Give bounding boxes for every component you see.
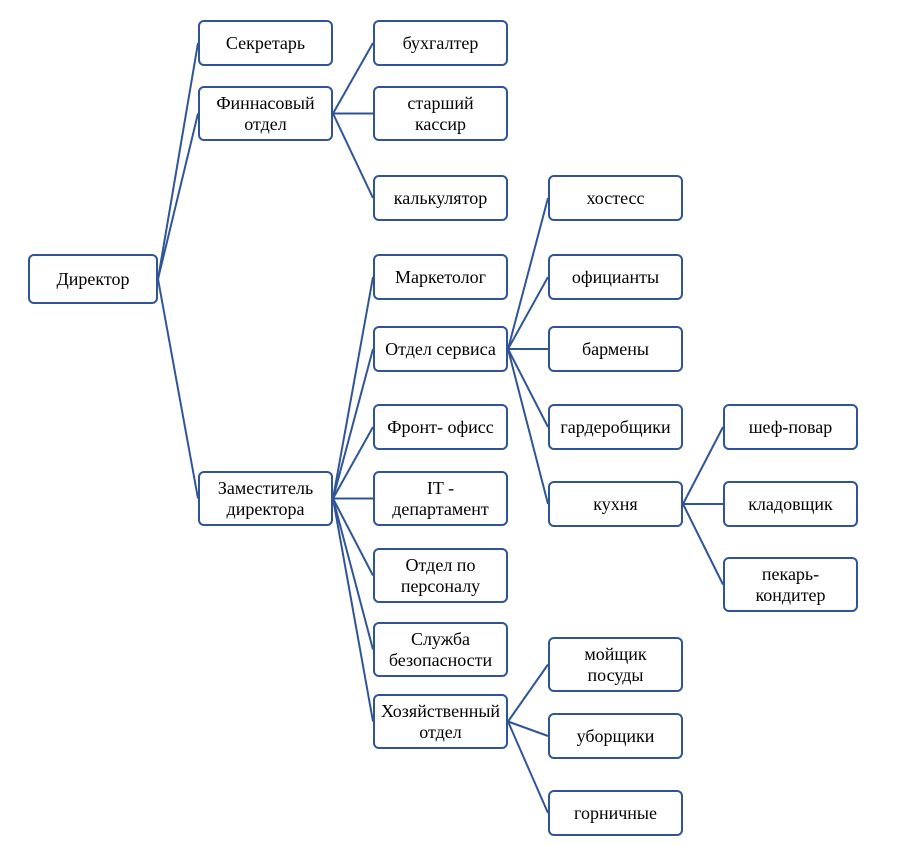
edge-kitchen-chef [683, 427, 723, 504]
node-marketer: Маркетолог [373, 254, 508, 300]
node-barmen: бармены [548, 326, 683, 372]
node-label-deputy: Заместитель директора [206, 478, 325, 519]
node-maids: горничные [548, 790, 683, 836]
node-dishwasher: мойщик посуды [548, 637, 683, 692]
node-calculator: калькулятор [373, 175, 508, 221]
edge-deputy-service [333, 349, 373, 499]
node-label-cleaners: уборщики [577, 726, 655, 747]
node-waiters: официанты [548, 254, 683, 300]
node-it: IT - департамент [373, 471, 508, 526]
node-label-hostess: хостесс [586, 188, 644, 209]
node-label-baker: пекарь-кондитер [731, 564, 850, 605]
node-label-accountant: бухгалтер [403, 33, 479, 54]
node-label-hr: Отдел по персоналу [381, 555, 500, 596]
node-director: Директор [28, 254, 158, 304]
node-label-kitchen: кухня [593, 494, 637, 515]
edge-service-hostess [508, 198, 548, 349]
edge-finance-accountant [333, 43, 373, 114]
node-deputy: Заместитель директора [198, 471, 333, 526]
node-label-service: Отдел сервиса [385, 339, 496, 360]
node-label-dishwasher: мойщик посуды [556, 644, 675, 685]
node-hr: Отдел по персоналу [373, 548, 508, 603]
edge-deputy-household [333, 499, 373, 722]
node-label-front: Фронт- офисс [387, 417, 494, 438]
edge-service-waiters [508, 277, 548, 349]
node-label-barmen: бармены [582, 339, 649, 360]
node-label-security: Служба безопасности [381, 629, 500, 670]
node-front: Фронт- офисс [373, 404, 508, 450]
node-baker: пекарь-кондитер [723, 557, 858, 612]
edge-kitchen-baker [683, 504, 723, 585]
node-label-marketer: Маркетолог [395, 267, 486, 288]
edge-deputy-hr [333, 499, 373, 576]
edge-service-wardrobe [508, 349, 548, 427]
node-finance: Финнасовый отдел [198, 86, 333, 141]
node-label-it: IT - департамент [381, 478, 500, 519]
node-accountant: бухгалтер [373, 20, 508, 66]
edge-household-dishwasher [508, 665, 548, 722]
edge-director-deputy [158, 279, 198, 499]
node-label-household: Хозяйственный отдел [381, 701, 500, 742]
node-household: Хозяйственный отдел [373, 694, 508, 749]
edge-director-finance [158, 114, 198, 280]
node-label-director: Директор [56, 269, 129, 290]
node-label-calculator: калькулятор [394, 188, 487, 209]
node-label-storekeeper: кладовщик [748, 494, 833, 515]
node-service: Отдел сервиса [373, 326, 508, 372]
node-secretary: Секретарь [198, 20, 333, 66]
node-label-finance: Финнасовый отдел [206, 93, 325, 134]
edge-director-secretary [158, 43, 198, 279]
edge-finance-calculator [333, 114, 373, 199]
node-label-secretary: Секретарь [226, 33, 305, 54]
node-security: Служба безопасности [373, 622, 508, 677]
edge-deputy-security [333, 499, 373, 650]
edge-household-cleaners [508, 722, 548, 737]
node-chef: шеф-повар [723, 404, 858, 450]
node-hostess: хостесс [548, 175, 683, 221]
edge-deputy-marketer [333, 277, 373, 499]
edge-service-kitchen [508, 349, 548, 504]
edge-deputy-front [333, 427, 373, 499]
node-kitchen: кухня [548, 481, 683, 527]
edge-household-maids [508, 722, 548, 814]
node-label-waiters: официанты [572, 267, 659, 288]
node-wardrobe: гардеробщики [548, 404, 683, 450]
node-cashier: старший кассир [373, 86, 508, 141]
node-storekeeper: кладовщик [723, 481, 858, 527]
node-cleaners: уборщики [548, 713, 683, 759]
node-label-chef: шеф-повар [749, 417, 833, 438]
node-label-wardrobe: гардеробщики [560, 417, 670, 438]
node-label-maids: горничные [574, 803, 657, 824]
node-label-cashier: старший кассир [381, 93, 500, 134]
